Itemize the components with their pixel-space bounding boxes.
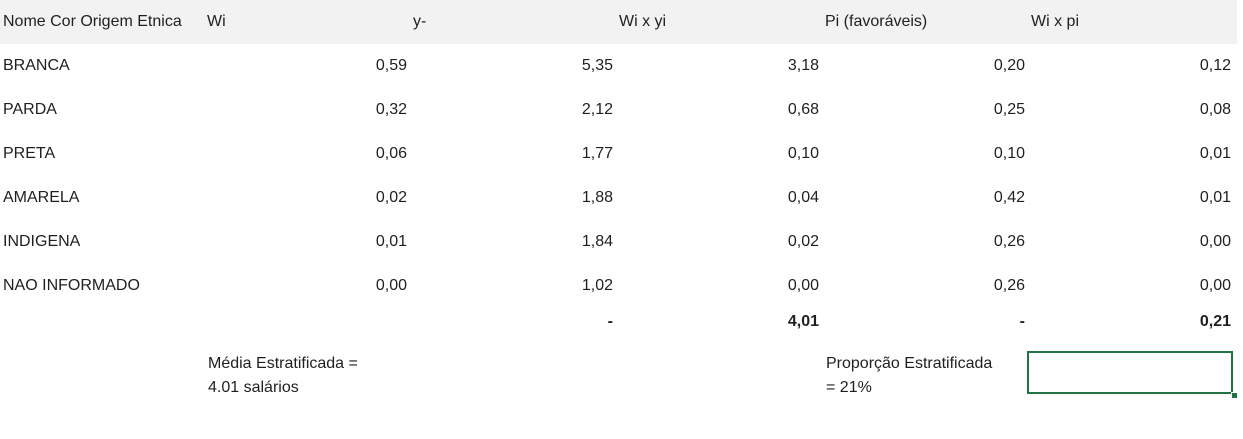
total-pi-cell[interactable]: - (1019, 313, 1025, 330)
row-wi-cell[interactable]: 0,01 (375, 233, 407, 250)
row-pi-cell[interactable]: 0,26 (993, 233, 1025, 250)
row-pi-cell[interactable]: 0,10 (993, 145, 1025, 162)
row-wi-x-pi-cell[interactable]: 0,00 (1199, 277, 1231, 294)
row-name-cell[interactable]: BRANCA (3, 57, 70, 74)
active-cell-selection[interactable] (1027, 351, 1233, 394)
header-wi-x-pi[interactable]: Wi x pi (1031, 13, 1079, 30)
row-pi-cell[interactable]: 0,26 (993, 277, 1025, 294)
header-wi-x-yi[interactable]: Wi x yi (619, 13, 667, 30)
total-y-cell[interactable]: - (607, 313, 613, 330)
row-y-cell[interactable]: 1,77 (581, 145, 613, 162)
proporcao-estratificada-note[interactable]: Proporção Estratificada = 21% (826, 355, 993, 396)
row-wi-x-yi-cell[interactable]: 0,02 (787, 233, 819, 250)
row-wi-cell[interactable]: 0,00 (375, 277, 407, 294)
row-name-cell[interactable]: INDIGENA (3, 233, 81, 250)
row-wi-x-pi-cell[interactable]: 0,01 (1199, 189, 1231, 206)
row-name-cell[interactable]: PARDA (3, 101, 57, 118)
row-name-cell[interactable]: NAO INFORMADO (3, 277, 140, 294)
row-wi-cell[interactable]: 0,06 (375, 145, 407, 162)
total-wi-x-pi-cell[interactable]: 0,21 (1199, 313, 1231, 330)
row-wi-x-pi-cell[interactable]: 0,08 (1199, 101, 1231, 118)
row-y-cell[interactable]: 5,35 (581, 57, 613, 74)
header-row: Nome Cor Origem Etnica Wi y- Wi x yi Pi … (0, 0, 1237, 44)
total-wi-x-yi-cell[interactable]: 4,01 (787, 313, 819, 330)
row-wi-cell[interactable]: 0,59 (375, 57, 407, 74)
row-wi-x-yi-cell[interactable]: 3,18 (787, 57, 819, 74)
row-y-cell[interactable]: 1,02 (581, 277, 613, 294)
row-wi-x-pi-cell[interactable]: 0,01 (1199, 145, 1231, 162)
row-y-cell[interactable]: 1,88 (581, 189, 613, 206)
row-wi-x-yi-cell[interactable]: 0,00 (787, 277, 819, 294)
fill-handle[interactable] (1231, 392, 1238, 399)
header-pi[interactable]: Pi (favoráveis) (825, 13, 928, 30)
row-pi-cell[interactable]: 0,25 (993, 101, 1025, 118)
row-y-cell[interactable]: 1,84 (581, 233, 613, 250)
row-wi-x-yi-cell[interactable]: 0,68 (787, 101, 819, 118)
row-pi-cell[interactable]: 0,42 (993, 189, 1025, 206)
header-wi[interactable]: Wi (207, 13, 226, 30)
row-wi-cell[interactable]: 0,02 (375, 189, 407, 206)
header-y[interactable]: y- (413, 13, 427, 30)
row-name-cell[interactable]: AMARELA (3, 189, 80, 206)
row-wi-x-pi-cell[interactable]: 0,00 (1199, 233, 1231, 250)
row-wi-x-yi-cell[interactable]: 0,10 (787, 145, 819, 162)
row-y-cell[interactable]: 2,12 (581, 101, 613, 118)
row-wi-x-yi-cell[interactable]: 0,04 (787, 189, 819, 206)
row-name-cell[interactable]: PRETA (3, 145, 56, 162)
row-pi-cell[interactable]: 0,20 (993, 57, 1025, 74)
row-wi-cell[interactable]: 0,32 (375, 101, 407, 118)
row-wi-x-pi-cell[interactable]: 0,12 (1199, 57, 1231, 74)
media-estratificada-note[interactable]: Média Estratificada = 4.01 salários (208, 355, 358, 396)
header-name[interactable]: Nome Cor Origem Etnica (3, 13, 182, 30)
